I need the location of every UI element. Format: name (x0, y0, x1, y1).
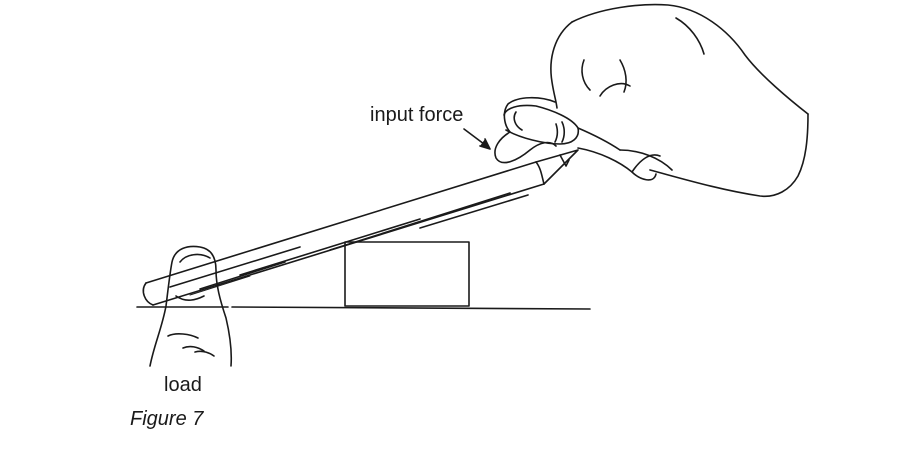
figure-caption: Figure 7 (130, 408, 204, 430)
fulcrum-block (344, 241, 470, 307)
input-force-label: input force (370, 104, 464, 126)
input-force-arrow (463, 128, 491, 150)
load-thumb (149, 245, 233, 367)
load-label: load (164, 374, 202, 396)
ground-line (136, 306, 591, 310)
pushing-hand (494, 3, 809, 198)
pencil-lever (142, 149, 579, 306)
